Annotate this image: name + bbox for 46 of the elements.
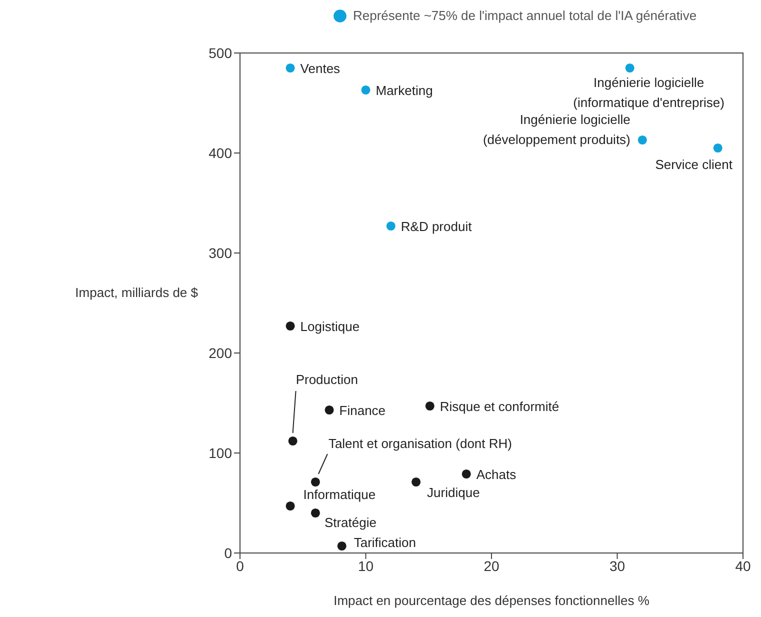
annotation: Ingénierie logicielle (développement produits) <box>482 112 630 146</box>
x-tick-label: 10 <box>358 558 374 574</box>
legend-label: Représente ~75% de l'impact annuel total de l'IA générative <box>353 8 697 23</box>
point <box>625 63 634 73</box>
y-tick-label: 100 <box>208 444 232 461</box>
point <box>425 401 434 411</box>
annotation: Ventes <box>300 60 341 76</box>
annotation: Production <box>296 372 358 386</box>
point <box>462 469 471 479</box>
annotation: Service client <box>655 156 733 172</box>
y-tick-label: 400 <box>208 144 232 161</box>
point <box>310 508 320 518</box>
annotation: Ingénierie logicielle (informatique d'entreprise) <box>573 74 724 110</box>
point <box>286 321 295 331</box>
annotation: Juridique <box>427 484 480 500</box>
x-tick-label: 20 <box>484 558 500 574</box>
point <box>324 405 334 415</box>
annotation: Stratégie <box>324 514 376 530</box>
x-axis-title: Impact en pourcentage des dépenses fonctionnelles % <box>334 593 650 608</box>
y-axis-title: Impact, milliards de $ <box>74 285 198 300</box>
annotation: Logistique <box>300 318 360 334</box>
point <box>638 135 647 145</box>
annotation: Tarification <box>354 534 416 550</box>
point <box>286 63 295 73</box>
y-tick-label: 500 <box>208 44 232 61</box>
annotation: Achats <box>476 466 517 482</box>
point <box>713 143 722 153</box>
y-tick-label: 200 <box>208 344 232 361</box>
x-tick-label: 0 <box>236 558 244 574</box>
point <box>386 221 396 231</box>
annotation: Risque et conformité <box>440 398 560 414</box>
y-tick-label: 0 <box>224 544 232 561</box>
point <box>337 541 346 551</box>
annotation: Finance <box>339 402 386 418</box>
annotation: Marketing <box>376 82 433 98</box>
point <box>310 477 320 487</box>
x-tick-label: 40 <box>735 558 751 574</box>
point <box>286 501 295 511</box>
point <box>412 477 421 487</box>
y-tick-label: 300 <box>208 244 232 261</box>
x-tick-label: 30 <box>609 558 626 574</box>
annotation: R&D produit <box>400 218 472 234</box>
point <box>288 436 298 446</box>
annotation: Informatique <box>303 486 376 502</box>
point <box>361 85 370 95</box>
annotation: Talent et organisation (dont RH) <box>328 436 512 450</box>
